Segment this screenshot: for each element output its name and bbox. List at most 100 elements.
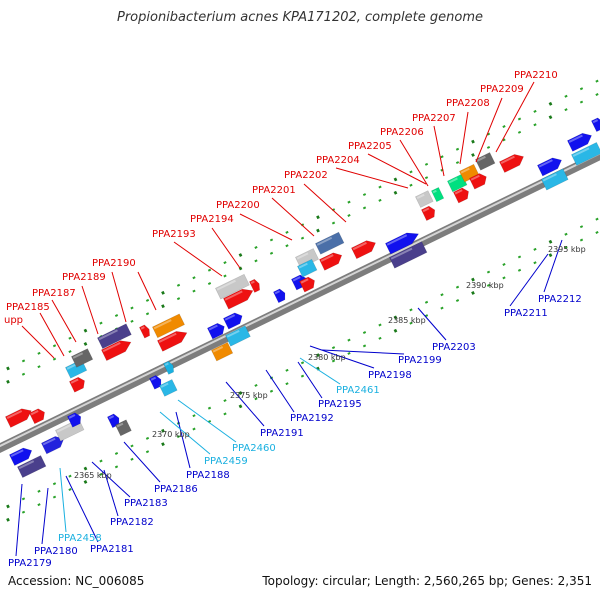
gene-shine: [448, 177, 458, 184]
gene-label[interactable]: PPA2204: [316, 155, 360, 166]
gene-shape: [8, 447, 33, 466]
gene-box: [106, 413, 120, 429]
tick-mark: [440, 293, 444, 297]
tick-mark: [533, 109, 537, 113]
tick-mark: [285, 368, 289, 372]
gene-shine: [30, 410, 39, 416]
gene-label[interactable]: PPA2192: [290, 413, 334, 424]
gene-label[interactable]: PPA2181: [90, 544, 134, 555]
tick-mark: [564, 108, 568, 112]
upper-gene-labels: upp PPA2185 PPA2187 PPA2189 PPA2190 PPA2…: [4, 70, 558, 326]
tick-mark: [424, 176, 429, 180]
gene-box: [222, 312, 243, 330]
gene-label[interactable]: PPA2201: [252, 185, 296, 196]
gene-label[interactable]: PPA2180: [34, 546, 78, 557]
gene-label[interactable]: PPA2188: [186, 470, 230, 481]
tick-mark: [409, 321, 413, 325]
gene-box: [210, 341, 234, 362]
tick-mark: [579, 238, 584, 242]
gene-label[interactable]: PPA2460: [232, 443, 276, 454]
callout-lines: [15, 81, 563, 557]
gene-box: [138, 324, 150, 339]
gene-shape: [151, 313, 185, 339]
gene-shape: [446, 173, 468, 193]
tick-mark: [409, 308, 413, 312]
gene-shape: [430, 187, 445, 203]
kbp-mark: 2380 kbp: [308, 353, 346, 362]
gene-label[interactable]: PPA2207: [412, 113, 456, 124]
tick-mark: [161, 442, 165, 447]
gene-label[interactable]: PPA2203: [432, 342, 476, 353]
gene-shape: [16, 455, 47, 479]
gene-label[interactable]: PPA2208: [446, 98, 490, 109]
gene-shape: [350, 240, 376, 260]
gene-shine: [102, 342, 121, 353]
gene-label[interactable]: PPA2185: [6, 302, 50, 313]
gene-label[interactable]: PPA2198: [368, 370, 412, 381]
gene-box: [384, 232, 420, 255]
tick-mark: [114, 465, 119, 469]
gene-label[interactable]: PPA2187: [32, 288, 76, 299]
tick-mark: [207, 282, 212, 285]
gene-label[interactable]: PPA2205: [348, 141, 392, 152]
tick-mark: [176, 283, 181, 287]
gene-label[interactable]: PPA2206: [380, 127, 424, 138]
gene-shine: [42, 437, 56, 446]
tick-mark: [362, 344, 367, 348]
gene-shine: [470, 174, 480, 181]
gene-shine: [208, 324, 218, 331]
tick-mark: [502, 125, 506, 129]
tick-mark: [471, 153, 475, 157]
tick-mark: [52, 482, 57, 486]
kbp-scale: 2365 kbp 2370 kbp 2375 kbp 2380 kbp 2385…: [74, 245, 586, 480]
tick-mark: [99, 321, 103, 325]
gene-label[interactable]: PPA2209: [480, 84, 524, 95]
gene-label[interactable]: PPA2458: [58, 533, 102, 544]
gene-label[interactable]: PPA2210: [514, 70, 558, 81]
gene-label[interactable]: PPA2190: [92, 258, 136, 269]
gene-box: [114, 419, 132, 437]
backbone-highlight: [0, 152, 600, 448]
gene-label[interactable]: PPA2189: [62, 272, 106, 283]
callout-line: [81, 285, 99, 335]
tick-mark: [424, 162, 429, 166]
gene-label[interactable]: PPA2193: [152, 229, 196, 240]
tick-mark: [393, 328, 398, 333]
gene-label[interactable]: PPA2186: [154, 484, 198, 495]
gene-label[interactable]: upp: [4, 315, 23, 326]
gene-label[interactable]: PPA2194: [190, 214, 234, 225]
tick-mark: [21, 372, 26, 376]
tick-mark: [548, 101, 553, 106]
gene-shape: [66, 412, 82, 428]
gene-shine: [153, 319, 172, 330]
gene-label[interactable]: PPA2200: [216, 200, 260, 211]
gene-label[interactable]: PPA2191: [260, 428, 304, 439]
gene-label[interactable]: PPA2195: [318, 399, 362, 410]
gene-box: [420, 205, 436, 221]
gene-label[interactable]: PPA2182: [110, 517, 154, 528]
gene-shine: [56, 423, 73, 433]
gene-label[interactable]: PPA2459: [204, 456, 248, 467]
tick-mark: [254, 259, 258, 263]
tick-mark: [440, 155, 444, 159]
tick-mark: [362, 331, 367, 335]
gene-label[interactable]: PPA2202: [284, 170, 328, 181]
gene-label[interactable]: PPA2199: [398, 355, 442, 366]
gene-label[interactable]: PPA2211: [504, 308, 548, 319]
gene-shine: [140, 326, 145, 330]
gene-shine: [70, 378, 79, 384]
gene-label[interactable]: PPA2212: [538, 294, 582, 305]
gene-label[interactable]: PPA2461: [336, 385, 380, 396]
gene-label[interactable]: PPA2183: [124, 498, 168, 509]
gene-shine: [572, 147, 590, 157]
gene-shine: [454, 189, 463, 195]
gene-shine: [298, 262, 308, 269]
gene-box: [318, 252, 343, 271]
tick-mark: [285, 382, 289, 386]
tick-mark: [21, 510, 26, 514]
tick-mark: [52, 344, 57, 348]
tick-mark: [347, 213, 351, 217]
gene-shine: [296, 252, 309, 260]
gene-label[interactable]: PPA2179: [8, 558, 52, 569]
